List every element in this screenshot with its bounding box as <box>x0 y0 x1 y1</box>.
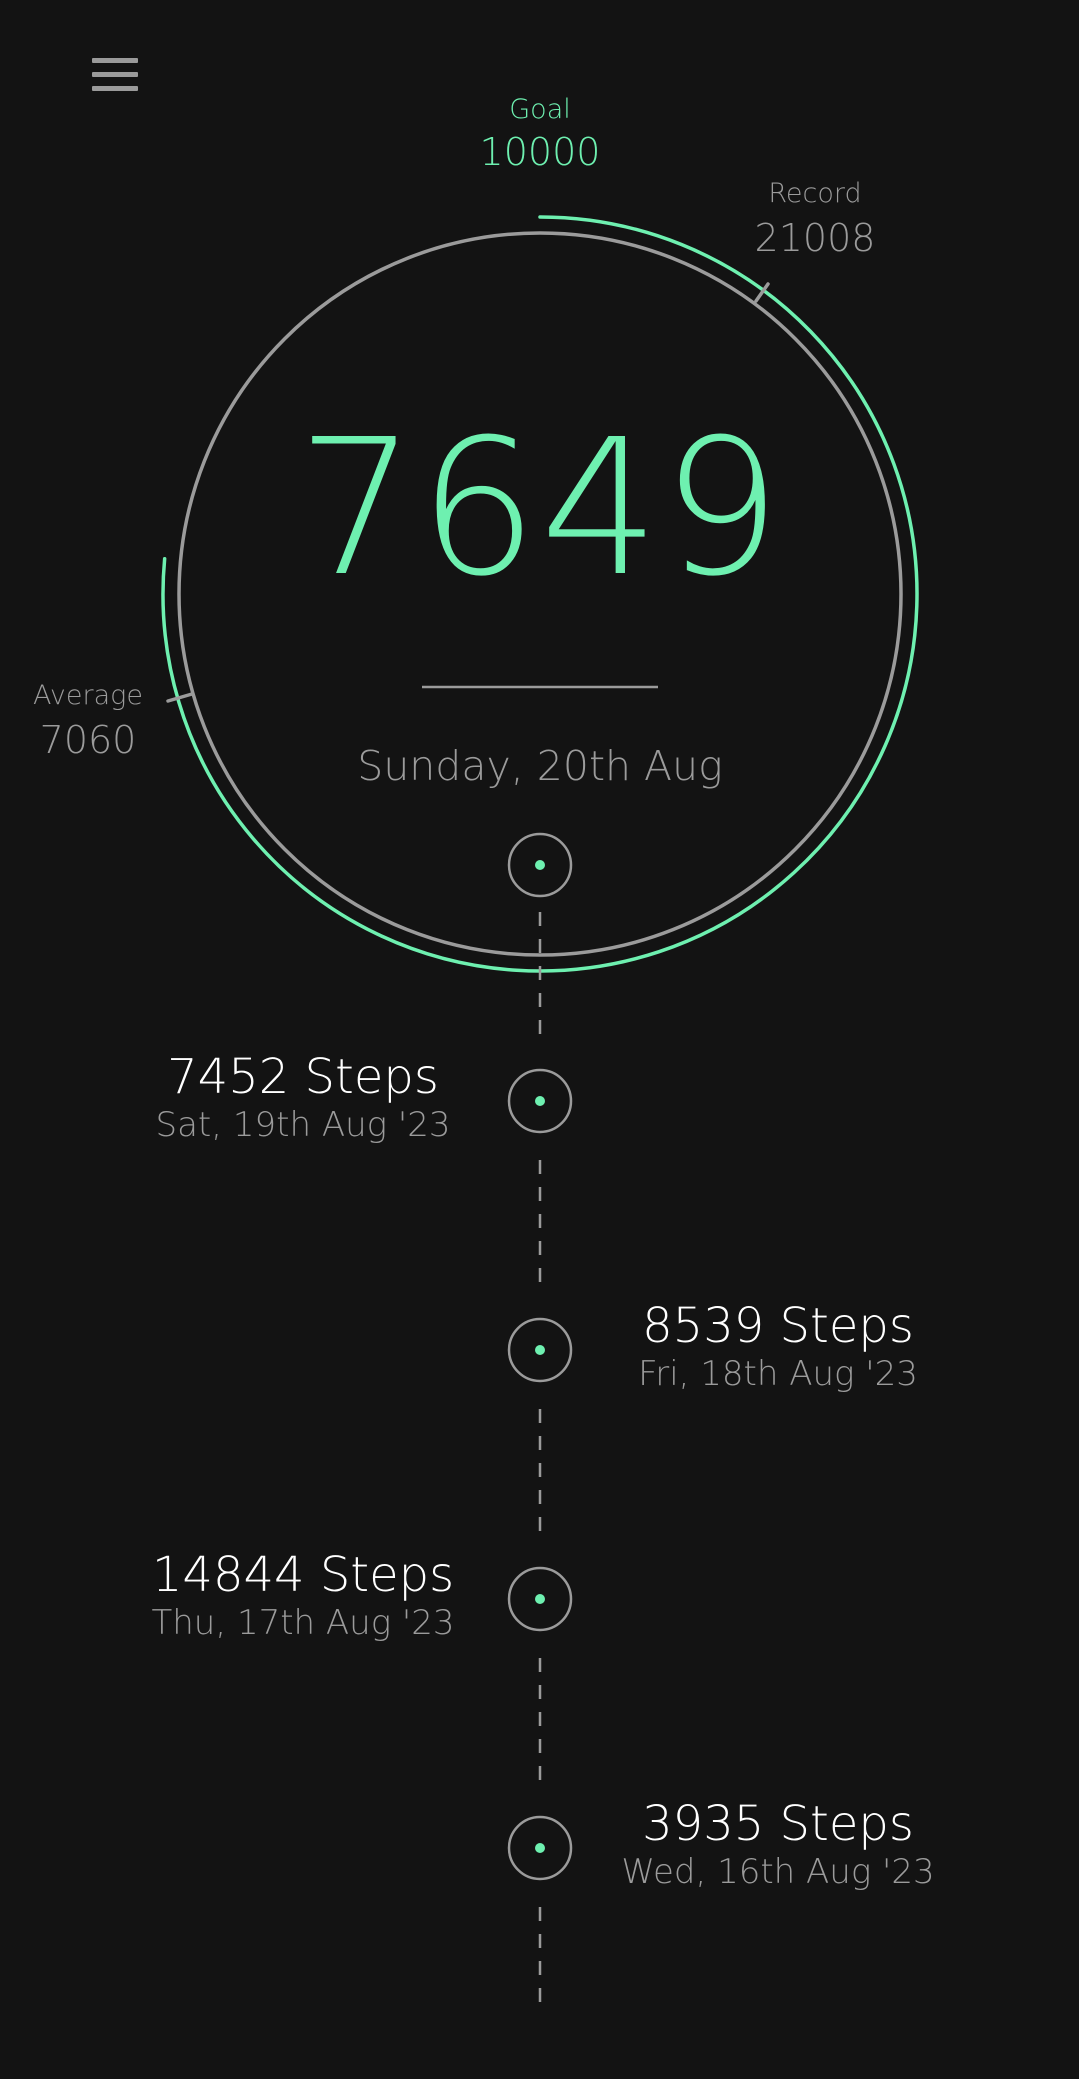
today-date: Sunday, 20th Aug <box>357 742 723 790</box>
history-steps: 14844 Steps <box>151 1547 455 1603</box>
timeline-node-sat[interactable] <box>507 1068 573 1134</box>
timeline-node-thu[interactable] <box>507 1566 573 1632</box>
average-marker <box>166 692 194 703</box>
history-date: Fri, 18th Aug '23 <box>638 1354 918 1395</box>
history-steps: 7452 Steps <box>167 1049 439 1105</box>
history-date: Thu, 17th Aug '23 <box>151 1603 455 1644</box>
history-entry[interactable]: 7452 Steps Sat, 19th Aug '23 <box>100 1049 506 1146</box>
record-label: Record <box>768 178 862 209</box>
timeline-node-fri[interactable] <box>507 1317 573 1383</box>
history-entry[interactable]: 14844 Steps Thu, 17th Aug '23 <box>100 1547 506 1644</box>
hamburger-menu-icon[interactable] <box>88 56 142 96</box>
today-step-count: 7649 <box>296 399 784 618</box>
history-entry[interactable]: 3935 Steps Wed, 16th Aug '23 <box>575 1796 981 1893</box>
day-ring <box>177 231 903 957</box>
goal-progress-arc <box>161 215 919 973</box>
timeline-node-wed[interactable] <box>507 1815 573 1881</box>
goal-value: 10000 <box>479 130 601 174</box>
menu-bar <box>92 86 138 91</box>
menu-bar <box>92 72 138 77</box>
average-label: Average <box>33 680 143 711</box>
history-steps: 3935 Steps <box>642 1796 914 1852</box>
history-entry[interactable]: 8539 Steps Fri, 18th Aug '23 <box>575 1298 981 1395</box>
history-steps: 8539 Steps <box>642 1298 914 1354</box>
history-date: Wed, 16th Aug '23 <box>621 1852 935 1893</box>
menu-bar <box>92 58 138 63</box>
goal-label: Goal <box>509 94 571 125</box>
timeline-node-today[interactable] <box>507 832 573 898</box>
record-marker <box>754 282 770 303</box>
history-date: Sat, 19th Aug '23 <box>155 1105 451 1146</box>
average-value: 7060 <box>39 718 137 762</box>
record-value: 21008 <box>754 216 876 260</box>
